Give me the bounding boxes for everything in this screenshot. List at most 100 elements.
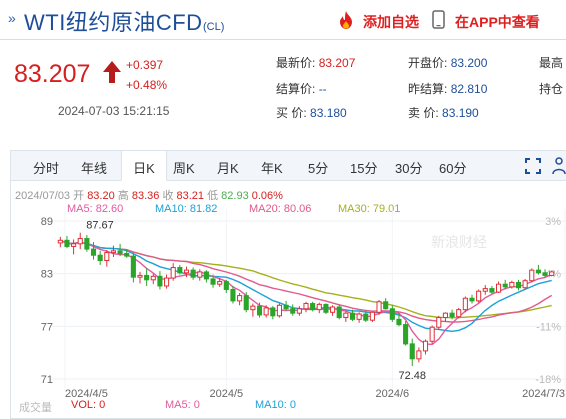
tab-yearly-k[interactable]: 年K	[261, 161, 283, 176]
candle-body	[210, 278, 216, 285]
candle-body	[290, 308, 296, 314]
tab-60min[interactable]: 60分	[439, 161, 467, 176]
candle-body	[482, 288, 488, 292]
tab-30min[interactable]: 30分	[395, 161, 423, 176]
candle-body	[263, 307, 269, 316]
quote-field: 最高	[539, 56, 564, 70]
candle-body	[343, 312, 349, 319]
candle-body	[336, 306, 342, 319]
ma10-line	[60, 239, 552, 333]
candle-body	[522, 280, 528, 289]
quote-field: 结算价: --	[276, 82, 327, 96]
double-chevron-icon[interactable]: »	[8, 10, 16, 26]
candle-body	[203, 271, 209, 280]
candle-body	[164, 277, 170, 287]
candle-body	[250, 305, 256, 311]
x-tick-label: 2024/5	[209, 388, 243, 400]
pct-tick-label: -18%	[535, 374, 561, 386]
candle-body	[396, 318, 402, 326]
candle-body	[183, 269, 190, 274]
quote-field: 持仓	[539, 82, 564, 96]
tab-daily-k[interactable]: 日K	[121, 151, 167, 181]
fullscreen-icon[interactable]	[525, 158, 541, 174]
candle-body	[64, 239, 70, 247]
candle-body	[97, 254, 103, 261]
candle-body	[237, 295, 243, 302]
y-tick-label: 83	[41, 269, 53, 281]
candle-body	[316, 303, 322, 311]
candle-body	[157, 275, 163, 287]
tab-fenshi[interactable]: 分时	[33, 161, 60, 176]
y-tick-label: 77	[41, 321, 53, 333]
ma30-label: MA30: 79.01	[338, 203, 401, 215]
ma20-line	[60, 239, 553, 323]
add-watchlist-button[interactable]: 添加自选	[363, 14, 419, 30]
min-price-label: 72.48	[398, 370, 426, 382]
vol-ma10-label: MA10: 0	[255, 399, 296, 411]
candle-body	[243, 295, 249, 311]
quote-field: 买 价: 83.180	[276, 106, 347, 120]
candle-body	[256, 305, 263, 316]
candle-body	[456, 309, 462, 318]
quote-field: 昨结算: 82.810	[408, 82, 488, 96]
tab-15min[interactable]: 15分	[350, 161, 378, 176]
candle-body	[223, 281, 229, 290]
candle-body	[476, 290, 482, 302]
tab-monthly-k[interactable]: 月K	[217, 161, 239, 176]
candle-body	[110, 250, 116, 254]
up-arrow-icon	[103, 61, 121, 83]
vol-label: VOL: 0	[71, 399, 106, 411]
tab-weekly-k[interactable]: 周K	[173, 161, 195, 176]
candle-body	[422, 340, 429, 352]
candle-body	[509, 281, 515, 288]
candle-body	[117, 250, 123, 254]
settings-icon[interactable]	[551, 157, 566, 175]
candle-body	[363, 313, 369, 321]
y-tick-label: 71	[41, 374, 53, 386]
pct-tick-label: 3%	[545, 216, 561, 228]
candle-body	[496, 283, 502, 293]
fire-icon[interactable]	[338, 11, 354, 29]
candle-body	[283, 304, 289, 310]
candle-body	[403, 324, 409, 345]
candle-body	[529, 269, 535, 282]
candle-body	[270, 307, 276, 317]
candle-body	[549, 271, 555, 276]
quote-timestamp: 2024-07-03 15:21:15	[58, 104, 170, 118]
candle-body	[90, 248, 97, 256]
period-tabs: 分时 年线 日K 周K 月K 年K 5分 15分 30分 60分	[11, 151, 566, 181]
vol-ma5-label: MA5: 0	[165, 399, 200, 411]
candle-body	[190, 269, 196, 278]
candle-body	[217, 281, 223, 285]
candle-body	[542, 272, 548, 276]
tab-nianxian[interactable]: 年线	[81, 161, 108, 176]
phone-icon[interactable]	[432, 10, 445, 29]
x-tick-label: 2024/7/3	[522, 388, 565, 400]
candle-body	[515, 281, 522, 289]
candle-body	[276, 304, 282, 317]
candle-body	[104, 252, 110, 261]
watermark-text: 新浪财经	[431, 234, 487, 250]
candle-body	[84, 238, 90, 250]
header-bar: » WTI纽约原油CFD (CL) 添加自选 在APP中查看	[0, 0, 566, 40]
instrument-title: WTI纽约原油CFD	[24, 10, 203, 35]
candle-body	[442, 312, 448, 319]
candle-body	[383, 301, 389, 310]
tab-5min[interactable]: 5分	[308, 161, 329, 176]
volume-stamp: 成交量	[19, 402, 52, 414]
x-tick-label: 2024/4/5	[65, 388, 108, 400]
candle-body	[409, 343, 415, 360]
candle-body	[462, 297, 468, 311]
open-in-app-button[interactable]: 在APP中查看	[455, 14, 540, 30]
candle-body	[170, 267, 176, 279]
candle-body	[436, 317, 442, 328]
quote-field: 最新价: 83.207	[276, 56, 356, 70]
candle-body	[124, 252, 130, 257]
max-price-label: 87.67	[86, 220, 114, 232]
candle-body	[469, 297, 475, 302]
candlestick-chart[interactable]: 893%83-4%77-11%71-18%新浪财经2024/4/52024/52…	[11, 151, 566, 419]
instrument-code: (CL)	[203, 21, 225, 33]
price-change-pct: +0.48%	[126, 78, 168, 92]
candle-body	[356, 313, 362, 320]
